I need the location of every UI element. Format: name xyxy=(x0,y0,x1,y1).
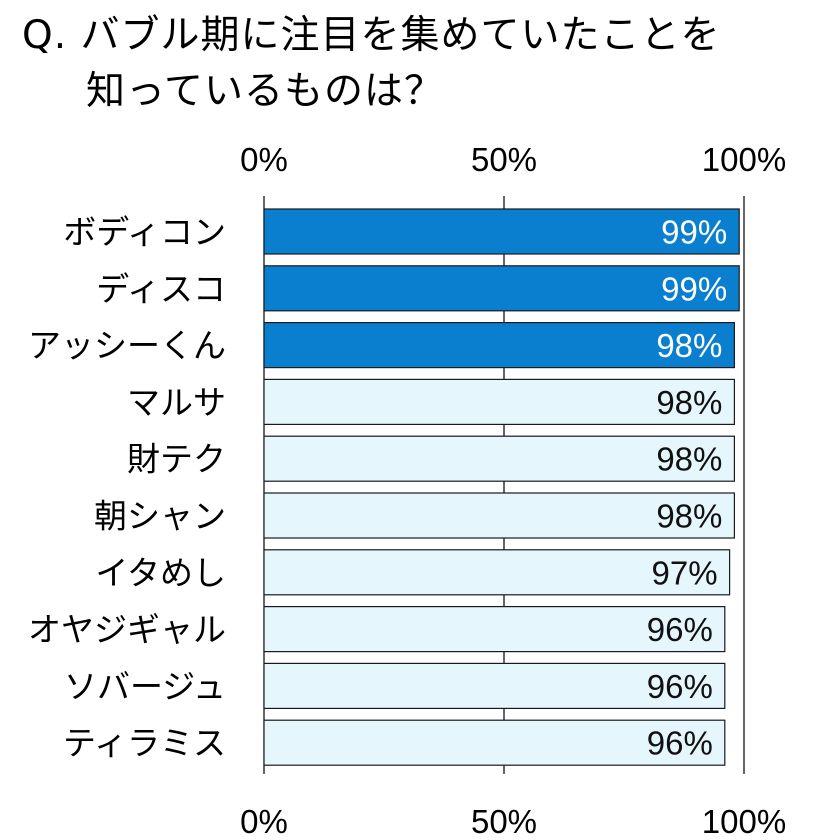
title-line-2: 知っているものは？ xyxy=(86,69,445,114)
data-label: 98% xyxy=(656,441,722,478)
data-label: 96% xyxy=(647,668,713,705)
title-line-1: Q. バブル期に注目を集めていたことを xyxy=(22,13,721,58)
x-tick-label-top: 0% xyxy=(240,141,288,178)
data-label: 99% xyxy=(661,270,727,307)
x-tick-label-top: 50% xyxy=(471,141,537,178)
tick-labels: 0% 0% 50% 50% 100% 100% xyxy=(240,141,786,840)
category-label: ソバージュ xyxy=(64,667,226,706)
bar xyxy=(263,719,726,766)
bar xyxy=(263,662,726,710)
category-labels: ボディコンディスコアッシーくんマルサ財テク朝シャンイタめしオヤジギャルソバージュ… xyxy=(28,213,226,763)
category-label: アッシーくん xyxy=(28,326,226,365)
data-label: 98% xyxy=(656,498,722,535)
x-tick-label-bottom: 100% xyxy=(702,803,786,840)
chart-title: Q. バブル期に注目を集めていたことを 知っているものは？ xyxy=(22,8,721,120)
data-label: 99% xyxy=(661,214,727,251)
bar xyxy=(263,265,740,312)
category-label: オヤジギャル xyxy=(28,610,226,649)
x-tick-label-top: 100% xyxy=(702,141,786,178)
bar xyxy=(263,492,735,539)
bars: 99% 99% 98% 98% 98% 98% 97% 96% 96% 96% xyxy=(263,208,740,766)
x-tick-label-bottom: 0% xyxy=(240,803,288,840)
category-label: 財テク xyxy=(127,440,226,479)
bar xyxy=(263,435,735,482)
bar xyxy=(263,378,735,425)
data-label: 98% xyxy=(656,327,722,364)
bar xyxy=(263,549,731,596)
data-label: 96% xyxy=(647,611,713,648)
x-tick-label-bottom: 50% xyxy=(471,803,537,840)
category-label: ティラミス xyxy=(63,724,226,763)
data-label: 98% xyxy=(656,384,722,421)
category-label: マルサ xyxy=(127,383,226,422)
data-label: 97% xyxy=(652,554,718,591)
bar xyxy=(263,208,740,255)
data-label: 96% xyxy=(647,725,713,762)
bar xyxy=(263,322,735,369)
category-label: ディスコ xyxy=(96,269,226,308)
bar xyxy=(263,605,726,653)
category-label: 朝シャン xyxy=(94,497,226,536)
category-label: イタめし xyxy=(95,553,226,592)
category-label: ボディコン xyxy=(63,213,226,252)
